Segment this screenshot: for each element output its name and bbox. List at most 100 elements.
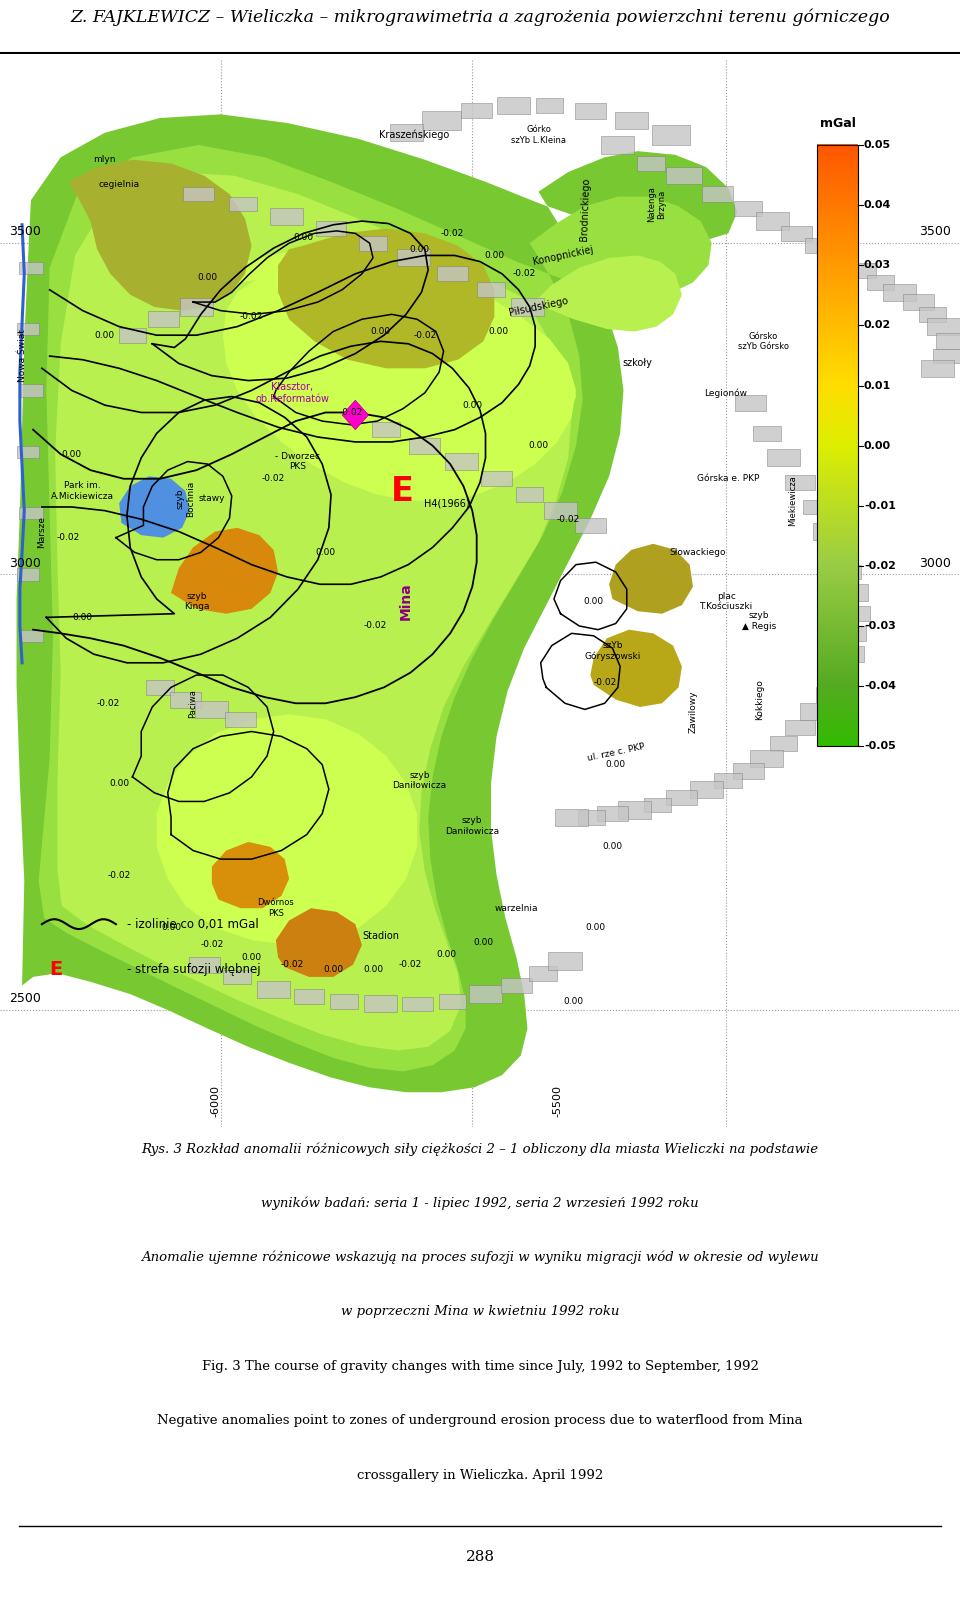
Bar xyxy=(817,689,858,692)
Text: -0.02: -0.02 xyxy=(557,515,580,524)
Bar xyxy=(817,614,858,617)
Bar xyxy=(817,550,858,555)
Text: Z. FAJKLEWICZ – Wieliczka – mikrograwimetria a zagrożenia powierzchni terenu gór: Z. FAJKLEWICZ – Wieliczka – mikrograwime… xyxy=(70,8,890,26)
Text: 0.00: 0.00 xyxy=(484,251,504,260)
Bar xyxy=(817,345,858,350)
Bar xyxy=(817,719,858,722)
Bar xyxy=(817,249,858,252)
Bar xyxy=(817,214,858,217)
Bar xyxy=(316,221,347,237)
Bar xyxy=(817,508,858,511)
Bar xyxy=(618,802,651,818)
Text: 0.02: 0.02 xyxy=(864,320,891,331)
Bar xyxy=(817,211,858,214)
Bar xyxy=(817,679,858,682)
Bar xyxy=(817,166,858,169)
Bar xyxy=(817,289,858,292)
Bar xyxy=(817,412,858,415)
Bar xyxy=(817,617,858,620)
Text: 0.00: 0.00 xyxy=(489,328,509,336)
Polygon shape xyxy=(590,630,682,706)
Bar xyxy=(444,452,478,470)
Bar xyxy=(817,620,858,623)
Bar xyxy=(614,112,648,129)
Bar xyxy=(817,328,858,331)
Bar xyxy=(817,406,858,409)
Bar xyxy=(817,547,858,551)
Bar xyxy=(817,403,858,406)
Bar xyxy=(597,807,628,821)
Polygon shape xyxy=(276,908,362,976)
Bar xyxy=(16,446,38,459)
Text: 3000: 3000 xyxy=(9,556,40,569)
Bar xyxy=(817,713,858,716)
Bar xyxy=(817,379,858,382)
Bar xyxy=(817,523,858,527)
Bar xyxy=(817,190,858,193)
Bar xyxy=(257,981,290,997)
Polygon shape xyxy=(491,353,576,430)
Text: 0.00: 0.00 xyxy=(528,441,548,451)
Polygon shape xyxy=(278,229,494,368)
Bar xyxy=(817,270,858,275)
Bar xyxy=(817,433,858,436)
Bar xyxy=(813,523,847,540)
Bar xyxy=(817,201,858,205)
Bar xyxy=(817,256,858,259)
Bar xyxy=(817,340,858,344)
Text: szyb
Daniłowicza: szyb Daniłowicza xyxy=(445,817,499,836)
Bar xyxy=(817,481,858,484)
Text: 0.00: 0.00 xyxy=(294,233,314,241)
Text: -0.02: -0.02 xyxy=(593,678,616,687)
Bar xyxy=(817,470,858,473)
Bar xyxy=(817,451,858,455)
Bar xyxy=(735,395,766,411)
Bar xyxy=(756,213,789,230)
Bar xyxy=(817,638,858,641)
Bar xyxy=(146,681,174,695)
Bar xyxy=(817,644,858,647)
Bar xyxy=(817,574,858,578)
Bar xyxy=(501,978,532,992)
Bar xyxy=(689,780,723,797)
Bar xyxy=(753,427,780,441)
Text: Kraszeńskiego: Kraszeńskiego xyxy=(378,129,449,141)
Bar xyxy=(529,965,557,981)
Text: 0.00: 0.00 xyxy=(462,401,482,409)
Bar xyxy=(817,647,858,650)
Text: ul. rze c. PKP: ul. rze c. PKP xyxy=(587,741,645,762)
Bar xyxy=(817,727,858,732)
Text: -0.02: -0.02 xyxy=(339,407,363,417)
Bar xyxy=(817,553,858,556)
Text: 0.01: 0.01 xyxy=(864,380,891,390)
Bar xyxy=(817,259,858,262)
Bar xyxy=(817,716,858,719)
Text: 0.00: 0.00 xyxy=(371,328,391,336)
Bar xyxy=(195,702,228,718)
Text: 0.00: 0.00 xyxy=(73,614,93,622)
Text: mGal: mGal xyxy=(820,117,855,131)
Bar xyxy=(751,749,783,767)
Bar xyxy=(826,545,856,561)
Bar xyxy=(817,535,858,539)
Bar xyxy=(817,396,858,401)
Bar xyxy=(817,376,858,379)
Bar xyxy=(409,438,441,454)
Bar xyxy=(601,136,635,153)
Bar xyxy=(817,634,858,638)
Bar xyxy=(805,238,832,252)
Bar xyxy=(516,487,543,502)
Text: Mina: Mina xyxy=(399,583,413,620)
Bar xyxy=(817,658,858,662)
Text: szyb
Kinga: szyb Kinga xyxy=(183,591,209,610)
Bar xyxy=(817,590,858,593)
Text: Konopnickiej: Konopnickiej xyxy=(532,244,594,267)
Bar xyxy=(817,177,858,181)
Bar xyxy=(817,700,858,705)
Bar xyxy=(817,484,858,487)
Polygon shape xyxy=(212,842,289,908)
Bar xyxy=(817,710,858,713)
Bar xyxy=(817,427,858,430)
Bar xyxy=(817,722,858,725)
Bar xyxy=(544,502,577,519)
